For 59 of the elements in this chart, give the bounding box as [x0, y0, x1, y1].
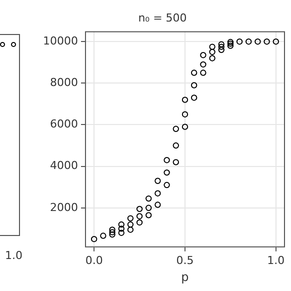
point — [154, 178, 161, 184]
point — [254, 38, 261, 45]
point — [200, 61, 206, 68]
point — [118, 221, 124, 228]
point — [218, 41, 224, 48]
point — [90, 236, 98, 242]
point — [218, 44, 224, 50]
point — [190, 94, 198, 101]
point — [136, 213, 143, 220]
point — [136, 206, 143, 212]
point — [136, 219, 143, 226]
point — [154, 190, 161, 196]
point — [272, 38, 280, 45]
point — [164, 156, 170, 164]
point — [190, 70, 198, 76]
y-tick-label: 6000 — [50, 118, 78, 131]
point — [236, 38, 243, 45]
y-tick-label: 10000 — [42, 34, 78, 48]
point — [109, 231, 116, 238]
point — [109, 229, 116, 236]
point — [218, 46, 224, 54]
point — [246, 38, 252, 45]
point — [118, 230, 124, 236]
point — [209, 44, 216, 50]
point — [146, 195, 152, 202]
point — [127, 215, 134, 222]
x-tick-label: 0.5 — [176, 254, 194, 267]
point — [200, 52, 206, 58]
x-axis-title: p — [181, 270, 189, 284]
chart-title: n₀ = 500 — [138, 11, 187, 24]
y-tick-label: 4000 — [50, 159, 78, 172]
point — [264, 38, 270, 45]
point — [164, 169, 170, 176]
point — [182, 111, 188, 118]
point — [227, 42, 234, 49]
point — [127, 221, 134, 228]
point — [182, 96, 188, 103]
point — [164, 182, 170, 188]
x-tick-label: 1.0 — [267, 254, 285, 267]
point — [127, 226, 134, 233]
y-tick-label: 2000 — [50, 200, 78, 214]
point — [190, 82, 198, 88]
point — [100, 232, 106, 239]
point — [227, 40, 234, 47]
point — [154, 202, 161, 208]
point — [172, 142, 180, 149]
y-tick-label: 8000 — [50, 76, 78, 90]
point — [209, 48, 216, 56]
point — [182, 124, 188, 130]
point — [209, 55, 216, 62]
point — [200, 70, 206, 76]
point — [227, 38, 234, 46]
point — [118, 226, 124, 232]
point — [146, 204, 152, 211]
point — [172, 159, 180, 166]
x-tick-label: 0.0 — [85, 254, 103, 267]
point — [146, 212, 152, 218]
point — [172, 126, 180, 132]
point — [109, 226, 116, 233]
